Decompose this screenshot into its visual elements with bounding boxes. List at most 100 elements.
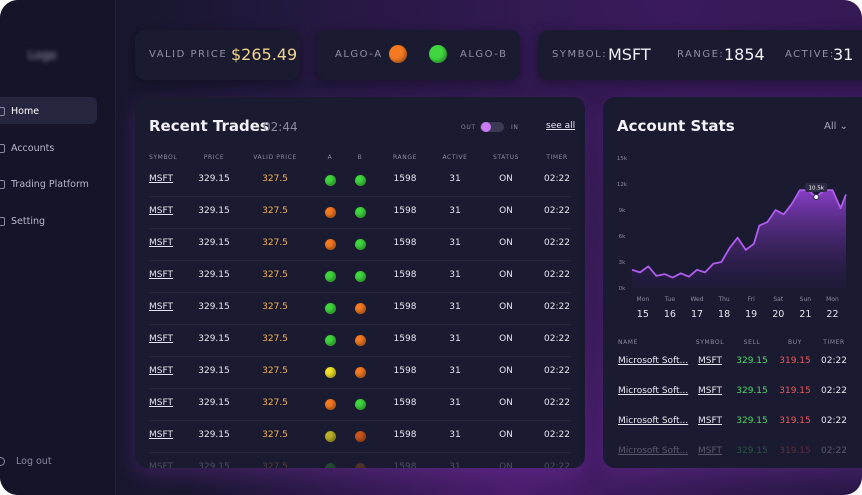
caption: RANGE:: [677, 49, 725, 60]
cell: 319.15: [779, 356, 811, 366]
status-dot: [354, 302, 366, 314]
algo-b-dot: [429, 45, 447, 63]
status-dot: [324, 334, 336, 346]
status-dot: [324, 174, 336, 186]
symbol-link[interactable]: MSFT: [149, 174, 173, 184]
column-header: SYMBOL: [695, 339, 725, 346]
trades-panel: Recent Trades 02:44 OUT IN see all SYMBO…: [135, 97, 585, 468]
trades-time: 02:44: [263, 120, 298, 134]
nav-item[interactable]: Setting: [11, 216, 46, 227]
status-dot: [354, 398, 366, 410]
column-header: VALID PRICE: [253, 154, 297, 161]
symbol-link[interactable]: MSFT: [149, 366, 173, 376]
cell: 329.15: [198, 430, 230, 440]
cell: 327.5: [262, 398, 288, 408]
toggle-off: OUT: [461, 124, 476, 131]
row-divider: [149, 324, 571, 325]
cell[interactable]: Microsoft Soft...: [618, 356, 689, 366]
cell: 319.15: [779, 386, 811, 396]
symbol-link[interactable]: MSFT: [149, 430, 173, 440]
status-dot: [324, 398, 336, 410]
cell: ON: [499, 430, 513, 440]
see-all[interactable]: see all: [546, 121, 576, 131]
range: 1854: [724, 45, 765, 64]
symbol-link[interactable]: MSFT: [149, 270, 173, 280]
status-dot: [354, 238, 366, 250]
status-dot: [354, 206, 366, 218]
column-header: NAME: [618, 339, 638, 346]
stats-panel: Account Stats All ⌄ NAME SYMBOL SELL BUY TIM…: [603, 97, 862, 468]
symbol-link[interactable]: MSFT: [149, 206, 173, 216]
cell: 02:22: [544, 398, 570, 408]
nav-item[interactable]: Accounts: [11, 143, 55, 154]
cell: 1598: [393, 206, 417, 216]
cell: ON: [499, 238, 513, 248]
caption: VALID PRICE: [149, 49, 228, 60]
cell: 31: [449, 334, 461, 344]
row-divider: [149, 228, 571, 229]
symbol-link[interactable]: MSFT: [149, 238, 173, 248]
nav-item[interactable]: Trading Platform: [11, 179, 89, 190]
cell[interactable]: MSFT: [698, 446, 722, 456]
cell: 329.15: [736, 356, 768, 366]
status-dot: [324, 430, 336, 442]
column-header: TIMER: [546, 154, 568, 161]
cell[interactable]: Microsoft Soft...: [618, 386, 689, 396]
status-dot: [324, 238, 336, 250]
valid-price: $265.49: [231, 45, 298, 64]
cell: 02:22: [821, 356, 847, 366]
status-dot: [324, 206, 336, 218]
cell: 02:22: [544, 238, 570, 248]
symbol-link[interactable]: MSFT: [149, 334, 173, 344]
cell: 327.5: [262, 238, 288, 248]
filter[interactable]: All ⌄: [824, 121, 848, 132]
cell: ON: [499, 462, 513, 468]
toggle[interactable]: [480, 122, 504, 132]
nav-icon: [0, 144, 5, 153]
column-header: B: [357, 154, 363, 161]
cell: 02:22: [544, 174, 570, 184]
status-dot: [324, 270, 336, 282]
valid-price-card: VALID PRICE $265.49: [135, 30, 300, 80]
cell: 1598: [393, 302, 417, 312]
cell: ON: [499, 206, 513, 216]
cell: 1598: [393, 238, 417, 248]
cell: 329.15: [736, 446, 768, 456]
cell: 02:22: [544, 302, 570, 312]
status-dot: [354, 270, 366, 282]
logout[interactable]: Log out: [16, 456, 52, 467]
cell: 31: [449, 302, 461, 312]
nav-icon: [0, 180, 5, 189]
cell: 327.5: [262, 174, 288, 184]
cell: 329.15: [198, 334, 230, 344]
cell[interactable]: Microsoft Soft...: [618, 416, 689, 426]
cell: 1598: [393, 270, 417, 280]
symbol-link[interactable]: MSFT: [149, 398, 173, 408]
cell[interactable]: Microsoft Soft...: [618, 446, 689, 456]
column-header: RANGE: [393, 154, 417, 161]
cell[interactable]: MSFT: [698, 356, 722, 366]
symbol-link[interactable]: MSFT: [149, 462, 173, 468]
cell: 31: [449, 174, 461, 184]
row-divider: [149, 196, 571, 197]
nav-item[interactable]: Home: [11, 106, 40, 117]
status-dot: [324, 366, 336, 378]
cell: 31: [449, 270, 461, 280]
column-header: PRICE: [203, 154, 225, 161]
toggle-on: IN: [511, 124, 519, 131]
nav-active-bg: [0, 97, 97, 124]
algo-a-dot: [389, 45, 407, 63]
caption: ALGO-B: [460, 49, 508, 60]
sidebar: Logo Home Accounts Trading Platform Sett…: [0, 0, 116, 495]
row-divider: [149, 356, 571, 357]
nav-icon: [0, 217, 5, 226]
row-divider: [149, 452, 571, 453]
status-dot: [324, 462, 336, 468]
cell[interactable]: MSFT: [698, 416, 722, 426]
cell: 02:22: [544, 462, 570, 468]
symbol-link[interactable]: MSFT: [149, 302, 173, 312]
cell: 329.15: [198, 238, 230, 248]
caption: ALGO-A: [335, 49, 383, 60]
filter-label: All: [824, 121, 837, 132]
cell[interactable]: MSFT: [698, 386, 722, 396]
